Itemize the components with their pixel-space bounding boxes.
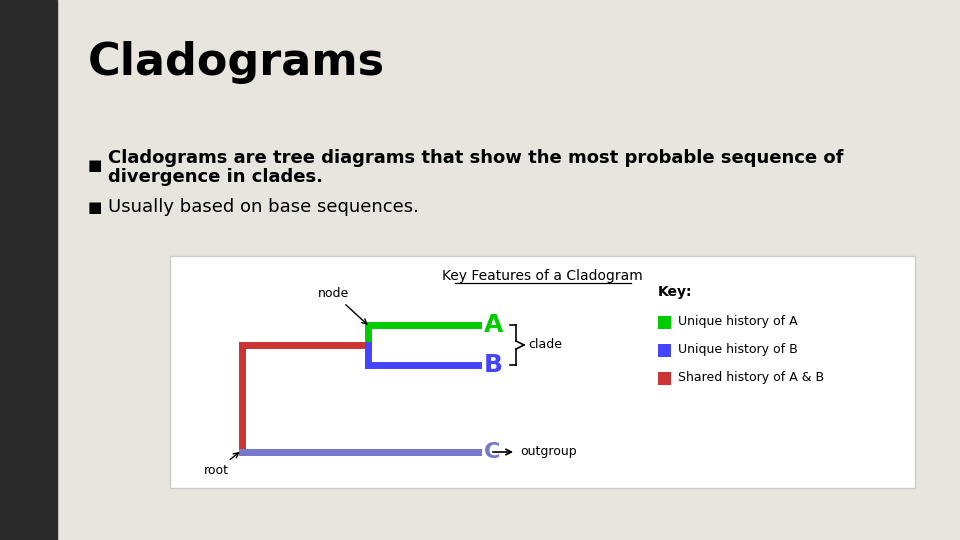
Bar: [658, 343, 671, 356]
Text: C: C: [484, 442, 500, 462]
Text: ■: ■: [88, 199, 103, 214]
Text: Cladograms are tree diagrams that show the most probable sequence of: Cladograms are tree diagrams that show t…: [108, 149, 844, 167]
Bar: [658, 315, 671, 328]
Text: Cladograms: Cladograms: [88, 40, 385, 84]
Text: Key Features of a Cladogram: Key Features of a Cladogram: [443, 269, 643, 283]
Text: clade: clade: [528, 339, 562, 352]
Text: Unique history of A: Unique history of A: [678, 315, 798, 328]
Text: Key:: Key:: [658, 285, 692, 299]
Text: Shared history of A & B: Shared history of A & B: [678, 372, 824, 384]
Text: root: root: [204, 453, 239, 477]
Bar: [658, 372, 671, 384]
Text: A: A: [484, 313, 503, 337]
Text: Unique history of B: Unique history of B: [678, 343, 798, 356]
Text: outgroup: outgroup: [520, 446, 577, 458]
Text: divergence in clades.: divergence in clades.: [108, 168, 323, 186]
Bar: [170, 256, 915, 488]
Text: Usually based on base sequences.: Usually based on base sequences.: [108, 198, 419, 216]
Text: B: B: [484, 353, 503, 377]
Text: node: node: [318, 287, 367, 324]
Text: ■: ■: [88, 158, 103, 172]
Bar: [0, 0, 57, 540]
